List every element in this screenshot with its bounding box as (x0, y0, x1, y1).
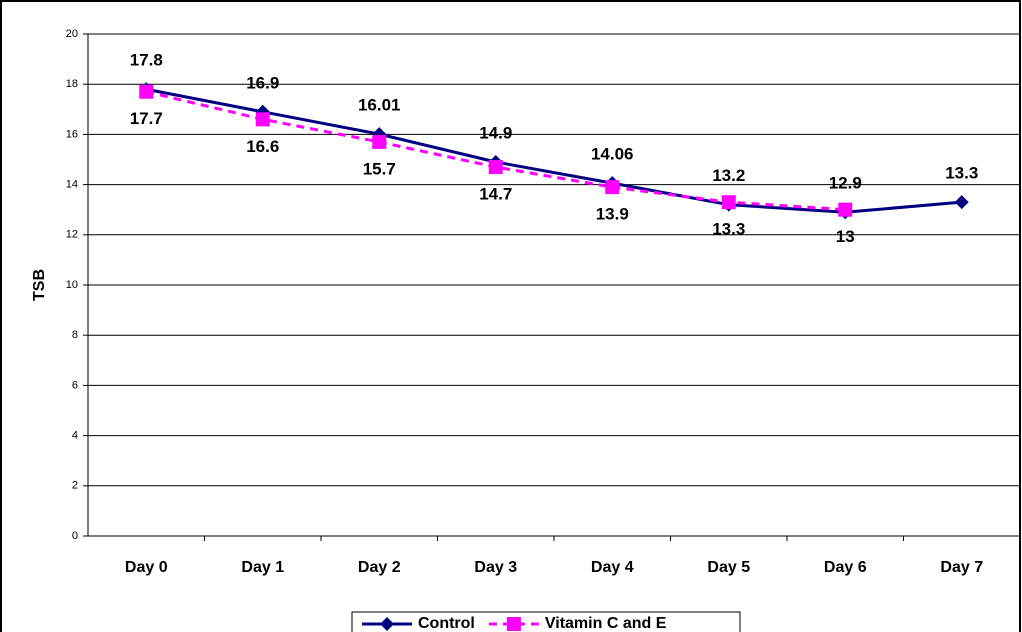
data-point (255, 112, 270, 127)
x-tick-label: Day 0 (125, 559, 168, 576)
data-label: 16.9 (246, 73, 279, 92)
data-point (488, 160, 503, 175)
data-label: 14.06 (591, 145, 634, 164)
data-point (954, 195, 969, 210)
data-label: 13.3 (945, 164, 978, 183)
y-tick-label: 2 (72, 480, 78, 492)
data-label: 14.9 (479, 123, 512, 142)
x-tick-label: Day 7 (940, 559, 983, 576)
y-tick-label: 16 (66, 128, 78, 140)
data-point (372, 134, 387, 149)
data-label: 16.6 (246, 137, 279, 156)
x-tick-label: Day 1 (241, 559, 284, 576)
y-tick-label: 14 (66, 179, 78, 191)
data-point (721, 195, 736, 210)
data-label: 14.7 (479, 185, 512, 204)
x-tick-label: Day 4 (591, 559, 634, 576)
data-label: 13 (836, 227, 855, 246)
x-tick-label: Day 5 (707, 559, 750, 576)
data-label: 16.01 (358, 96, 401, 115)
y-tick-label: 6 (72, 379, 78, 391)
series-line (145, 87, 962, 214)
data-label: 13.2 (712, 166, 745, 185)
legend-box (351, 611, 741, 632)
x-tick-label: Day 3 (474, 559, 517, 576)
legend-marker (506, 617, 521, 631)
data-label: 17.7 (130, 109, 163, 128)
legend-label: Vitamin C and E (545, 615, 667, 632)
y-tick-label: 20 (66, 28, 78, 40)
data-point (838, 202, 853, 217)
x-tick-label: Day 6 (824, 559, 867, 576)
legend-label: Control (418, 615, 475, 632)
data-point (139, 84, 154, 99)
data-label: 13.3 (712, 220, 745, 239)
data-label: 17.8 (130, 51, 163, 70)
y-tick-label: 10 (66, 279, 78, 291)
y-tick-label: 4 (72, 430, 78, 442)
data-label: 12.9 (829, 174, 862, 193)
y-tick-label: 8 (72, 329, 78, 341)
x-tick-label: Day 2 (358, 559, 401, 576)
legend-marker (380, 617, 394, 631)
y-tick-label: 18 (66, 78, 78, 90)
y-tick-label: 0 (72, 530, 78, 542)
data-label: 13.9 (596, 205, 629, 224)
data-label: 15.7 (363, 159, 396, 178)
y-axis-label: TSB (31, 269, 48, 301)
y-tick-label: 12 (66, 229, 78, 241)
data-point (605, 180, 620, 195)
